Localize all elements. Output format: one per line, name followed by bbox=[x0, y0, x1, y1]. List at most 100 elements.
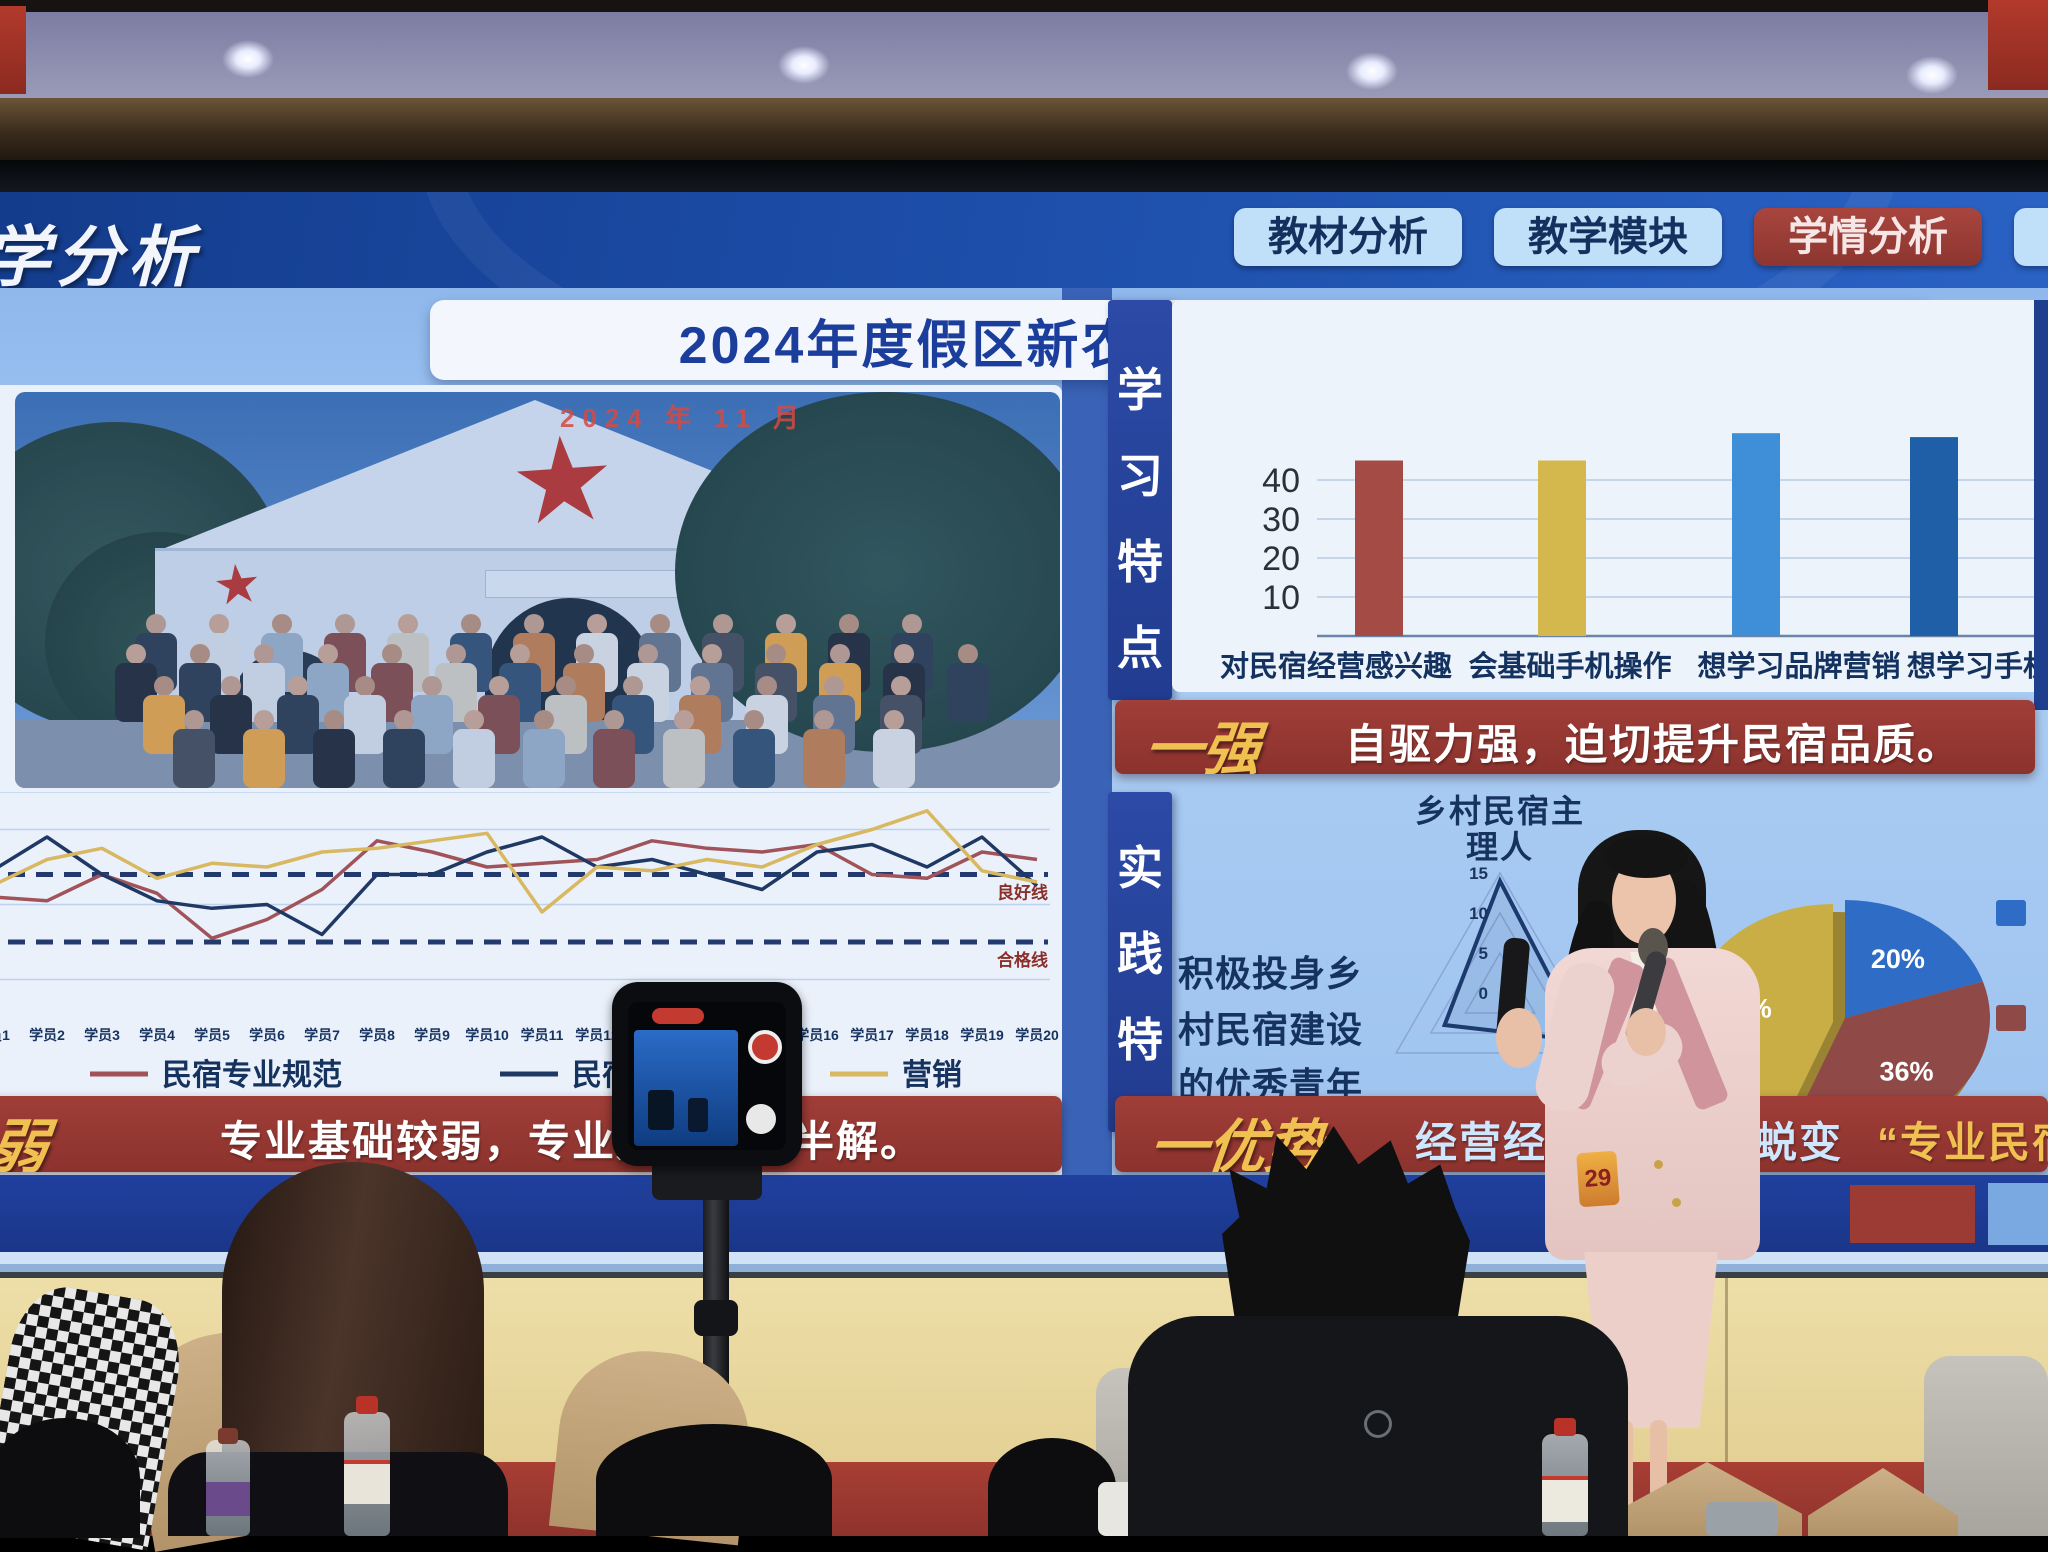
svg-text:学员4: 学员4 bbox=[139, 1027, 175, 1043]
svg-text:20: 20 bbox=[1262, 540, 1300, 578]
ribbon-char: 实 bbox=[1117, 842, 1163, 894]
downlight bbox=[1346, 52, 1398, 90]
ceiling-red-accent-left bbox=[0, 6, 26, 94]
svg-text:学员10: 学员10 bbox=[465, 1027, 509, 1043]
slide-header-title: 学分析 bbox=[0, 220, 200, 288]
slide-nav-tabs: 教材分析 教学模块 学情分析 bbox=[1234, 208, 2048, 266]
downlight bbox=[778, 46, 830, 84]
tab-教材分析[interactable]: 教材分析 bbox=[1234, 208, 1462, 266]
practice-side-text: 积极投身乡村民宿建设的优秀青年 bbox=[1178, 953, 1364, 1106]
photo-person bbox=[173, 710, 215, 788]
audience-head bbox=[0, 1418, 140, 1538]
presenter-bangs bbox=[1604, 836, 1688, 878]
record-indicator bbox=[748, 1030, 782, 1064]
photo-person bbox=[947, 644, 989, 722]
radar-title-line1: 乡村民宿主 bbox=[1414, 793, 1585, 829]
ceiling bbox=[0, 0, 2048, 12]
ceiling-red-accent-right bbox=[1988, 0, 2048, 90]
footer-light-segment bbox=[1988, 1183, 2048, 1245]
phone-viewfinder-figure bbox=[688, 1098, 708, 1132]
svg-text:想学习品牌营销: 想学习品牌营销 bbox=[1697, 649, 1900, 683]
svg-text:对民宿经营感兴趣: 对民宿经营感兴趣 bbox=[1220, 649, 1452, 683]
svg-text:会基础手机操作: 会基础手机操作 bbox=[1468, 650, 1671, 683]
screen-bezel bbox=[0, 160, 2048, 192]
svg-text:0: 0 bbox=[1479, 984, 1488, 1003]
svg-text:学员5: 学员5 bbox=[194, 1027, 230, 1043]
ribbon-learning: 学习特点 bbox=[1108, 300, 1172, 700]
photo-person bbox=[277, 676, 319, 754]
svg-text:学员20: 学员20 bbox=[1015, 1027, 1059, 1043]
svg-text:学员11: 学员11 bbox=[521, 1027, 564, 1043]
svg-text:学员6: 学员6 bbox=[249, 1027, 285, 1043]
advantage-banner-tag: 一优势 bbox=[1146, 1115, 1327, 1172]
svg-text:营销: 营销 bbox=[902, 1059, 962, 1092]
downlight bbox=[1906, 56, 1958, 94]
screen-bottom-edge bbox=[0, 1252, 2048, 1264]
ceiling-cove bbox=[0, 12, 2048, 98]
blazer-button bbox=[1672, 1198, 1681, 1207]
svg-text:学员7: 学员7 bbox=[304, 1027, 340, 1043]
audience-head bbox=[988, 1438, 1116, 1536]
ribbon-char: 点 bbox=[1117, 622, 1163, 674]
screen-bottom-edge bbox=[0, 1264, 2048, 1272]
advantage-banner-text3: “专业民宿 bbox=[1877, 1119, 2048, 1166]
under-armour-logo bbox=[1364, 1410, 1392, 1424]
tab-学情分析[interactable]: 学情分析 bbox=[1754, 208, 1982, 266]
ribbon-char: 特 bbox=[1117, 536, 1163, 588]
svg-text:学员1: 学员1 bbox=[0, 1027, 10, 1043]
strong-banner: 一强 自驱力强，迫切提升民宿品质。 bbox=[1115, 700, 2035, 774]
svg-text:想学习手机A: 想学习手机A bbox=[1907, 649, 2048, 683]
photo-person bbox=[593, 710, 635, 788]
svg-text:良好线: 良好线 bbox=[997, 883, 1048, 903]
panel-divider bbox=[1062, 288, 1112, 1252]
audience-chair-gray bbox=[1924, 1356, 2048, 1536]
svg-text:学员8: 学员8 bbox=[359, 1027, 395, 1043]
tab-教学模块[interactable]: 教学模块 bbox=[1494, 208, 1722, 266]
group-photo: ★ ★ ★ 2024 年 11 月 bbox=[15, 392, 1060, 788]
bottle-cap bbox=[356, 1396, 378, 1414]
svg-text:学员12: 学员12 bbox=[575, 1027, 619, 1043]
svg-text:20%: 20% bbox=[1871, 944, 1925, 974]
line-chart: 良好线合格线学员1 学员2 学员3 学员4 学员5 学员6 学员7 学员8 学员9 学员10 学员1… bbox=[0, 792, 1059, 1092]
svg-text:30: 30 bbox=[1262, 501, 1300, 539]
ribbon-char: 特 bbox=[1117, 1014, 1163, 1066]
advantage-banner-text2: 蜕变 bbox=[1755, 1119, 1844, 1166]
presenter-hand bbox=[1496, 1008, 1542, 1068]
strong-banner-tag: 一强 bbox=[1141, 717, 1264, 774]
photo-person bbox=[313, 710, 355, 788]
photo-person bbox=[873, 710, 915, 788]
photo-person bbox=[733, 710, 775, 788]
presenter-badge: 29 bbox=[1576, 1150, 1620, 1208]
svg-text:学员17: 学员17 bbox=[850, 1027, 894, 1043]
photo-person bbox=[523, 710, 565, 788]
bottle-label bbox=[344, 1460, 390, 1504]
table-object bbox=[1706, 1502, 1778, 1536]
bottle-cap bbox=[1554, 1418, 1576, 1436]
svg-text:10: 10 bbox=[1469, 904, 1488, 923]
ribbon-char: 学 bbox=[1117, 364, 1163, 416]
footer-red-segment bbox=[1850, 1185, 1975, 1243]
pie-legend-swatch bbox=[1996, 1005, 2026, 1031]
building-plaque bbox=[485, 570, 687, 598]
svg-text:学员3: 学员3 bbox=[84, 1027, 120, 1043]
bottle-cap bbox=[218, 1428, 238, 1444]
tripod-knob bbox=[694, 1300, 738, 1336]
radar-title-line2: 理人 bbox=[1465, 829, 1534, 865]
group-photo-people bbox=[15, 392, 1060, 788]
svg-text:学员16: 学员16 bbox=[795, 1027, 839, 1043]
phone-viewfinder-figure bbox=[648, 1090, 674, 1130]
ribbon-practice: 实践特征 bbox=[1108, 792, 1172, 1152]
svg-text:10: 10 bbox=[1262, 579, 1300, 617]
svg-text:学员9: 学员9 bbox=[414, 1027, 450, 1043]
audience-head bbox=[596, 1424, 832, 1536]
svg-text:合格线: 合格线 bbox=[997, 950, 1048, 970]
svg-text:5: 5 bbox=[1479, 944, 1488, 963]
tree-right bbox=[675, 392, 1060, 752]
learning-panel-card bbox=[1172, 300, 2048, 692]
weak-banner-text: 专业基础较弱，专业知识一知半解。 bbox=[220, 1118, 925, 1165]
photo-person bbox=[243, 710, 285, 788]
slide-header-bar: 学分析 教材分析 教学模块 学情分析 bbox=[0, 192, 2048, 288]
tab-partial[interactable] bbox=[2014, 208, 2048, 266]
photo-person bbox=[383, 710, 425, 788]
weak-banner: 弱 专业基础较弱，专业知识一知半解。 bbox=[0, 1096, 1062, 1172]
